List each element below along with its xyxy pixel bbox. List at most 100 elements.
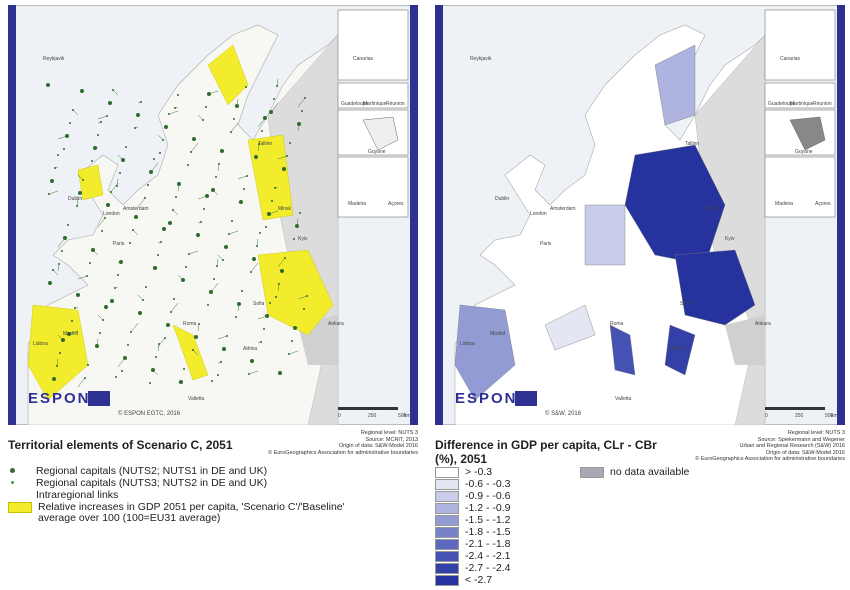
capital-dot — [293, 238, 295, 240]
capital-dot — [71, 320, 73, 322]
inset-label: Madeira — [775, 201, 793, 207]
capital-dot — [76, 293, 80, 297]
link — [168, 110, 179, 115]
legend-item: -1.5 - -1.2 — [435, 514, 511, 526]
legend-swatch — [435, 551, 459, 562]
capital-dot — [280, 269, 284, 273]
legend-label: -0.9 - -0.6 — [465, 490, 511, 502]
dot — [11, 481, 14, 484]
link — [152, 369, 159, 376]
capital-dot — [145, 286, 147, 288]
capital-dot — [127, 344, 129, 346]
highlight-region — [207, 44, 249, 106]
inset-label: Madeira — [348, 201, 366, 207]
link — [154, 266, 159, 269]
capital-dot — [101, 230, 103, 232]
capital-dot — [185, 266, 187, 268]
scale-label: 500 — [398, 413, 407, 419]
capital-dot — [80, 89, 84, 93]
city-label: Sofia — [253, 301, 265, 307]
link — [92, 249, 99, 256]
source-line: Regional level: NUTS 3 — [787, 430, 845, 436]
inset-label: Canarias — [353, 56, 374, 62]
scale-bar — [765, 407, 825, 410]
city-label: Tallinn — [685, 141, 699, 147]
city-label: Madrid — [490, 331, 506, 337]
capital-dot — [245, 86, 247, 88]
link — [217, 254, 224, 261]
inset-frame — [337, 82, 409, 109]
map-border — [435, 5, 443, 425]
inset-land — [789, 116, 826, 151]
link — [77, 174, 84, 181]
capital-dot — [159, 152, 161, 154]
city-label: Amsterdam — [550, 206, 576, 212]
legend-label: Relative increases in GDP 2051 per capit… — [38, 501, 345, 524]
link — [256, 238, 259, 247]
capital-dot — [278, 371, 282, 375]
non-eu-land — [725, 315, 765, 365]
logo: ESPON — [28, 390, 91, 407]
source-line: Source: MCRIT, 2013 — [365, 436, 418, 443]
capital-dot — [106, 203, 110, 207]
link — [297, 123, 300, 132]
capital-dot — [222, 347, 226, 351]
city-label: Athina — [243, 346, 257, 352]
value-region — [674, 249, 756, 326]
capital-dot — [224, 245, 228, 249]
link — [237, 303, 240, 312]
capital-dot — [63, 148, 65, 150]
map-border — [410, 5, 418, 425]
link — [174, 106, 179, 109]
link — [217, 361, 222, 364]
capital-dot — [61, 250, 63, 252]
city-label: Kyiv — [725, 236, 735, 242]
capital-dot — [252, 257, 256, 261]
capital-dot — [138, 311, 142, 315]
legend: Territorial elements of Scenario C, 2051… — [8, 430, 418, 590]
source-line: Urban and Regional Research (S&W) 2016 — [739, 443, 845, 449]
link — [197, 195, 208, 200]
copyright: © ESPON EGTC, 2016 — [118, 410, 181, 417]
link — [177, 183, 180, 192]
city-label: Dublin — [68, 196, 82, 202]
link — [76, 198, 79, 207]
legend-label: -1.8 - -1.5 — [465, 526, 511, 538]
scale-bar — [338, 407, 398, 410]
link — [257, 117, 266, 128]
source-line: © EuroGeographics Association for admini… — [268, 449, 418, 456]
city-label: Minsk — [278, 206, 292, 212]
city-label: Lisboa — [33, 341, 48, 347]
capital-dot — [254, 155, 258, 159]
legend-item: -2.1 - -1.8 — [435, 538, 511, 550]
capital-dot — [211, 380, 213, 382]
capital-dot — [175, 196, 177, 198]
capital-dot — [110, 299, 114, 303]
dot — [10, 468, 15, 473]
capital-dot — [273, 98, 275, 100]
legend-symbol — [8, 490, 30, 499]
link — [57, 237, 66, 248]
capital-dot — [91, 160, 93, 162]
map-border — [8, 5, 16, 425]
legend-swatch — [435, 479, 459, 490]
link — [177, 381, 182, 384]
legend-item: > -0.3 — [435, 466, 492, 478]
capital-dot — [157, 254, 159, 256]
value-region — [609, 324, 636, 376]
capital-dot — [289, 142, 291, 144]
eu-flag — [88, 391, 110, 406]
eu-flag — [515, 391, 537, 406]
capital-dot — [301, 110, 303, 112]
capital-dot — [67, 224, 69, 226]
link — [217, 335, 228, 340]
legend-item: -0.9 - -0.6 — [435, 490, 511, 502]
inset-frame — [337, 156, 409, 218]
legend-swatch — [435, 563, 459, 574]
link — [157, 134, 164, 141]
capital-dot — [243, 188, 245, 190]
scale-label: 0 — [338, 413, 341, 419]
capital-dot — [168, 221, 172, 225]
